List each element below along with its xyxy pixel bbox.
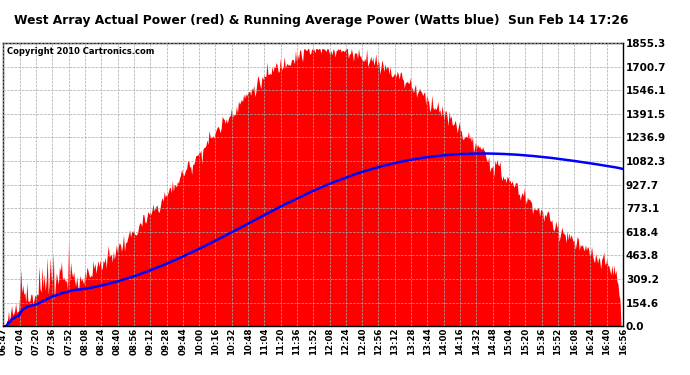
Text: Copyright 2010 Cartronics.com: Copyright 2010 Cartronics.com (6, 47, 154, 56)
Text: West Array Actual Power (red) & Running Average Power (Watts blue)  Sun Feb 14 1: West Array Actual Power (red) & Running … (14, 14, 629, 27)
